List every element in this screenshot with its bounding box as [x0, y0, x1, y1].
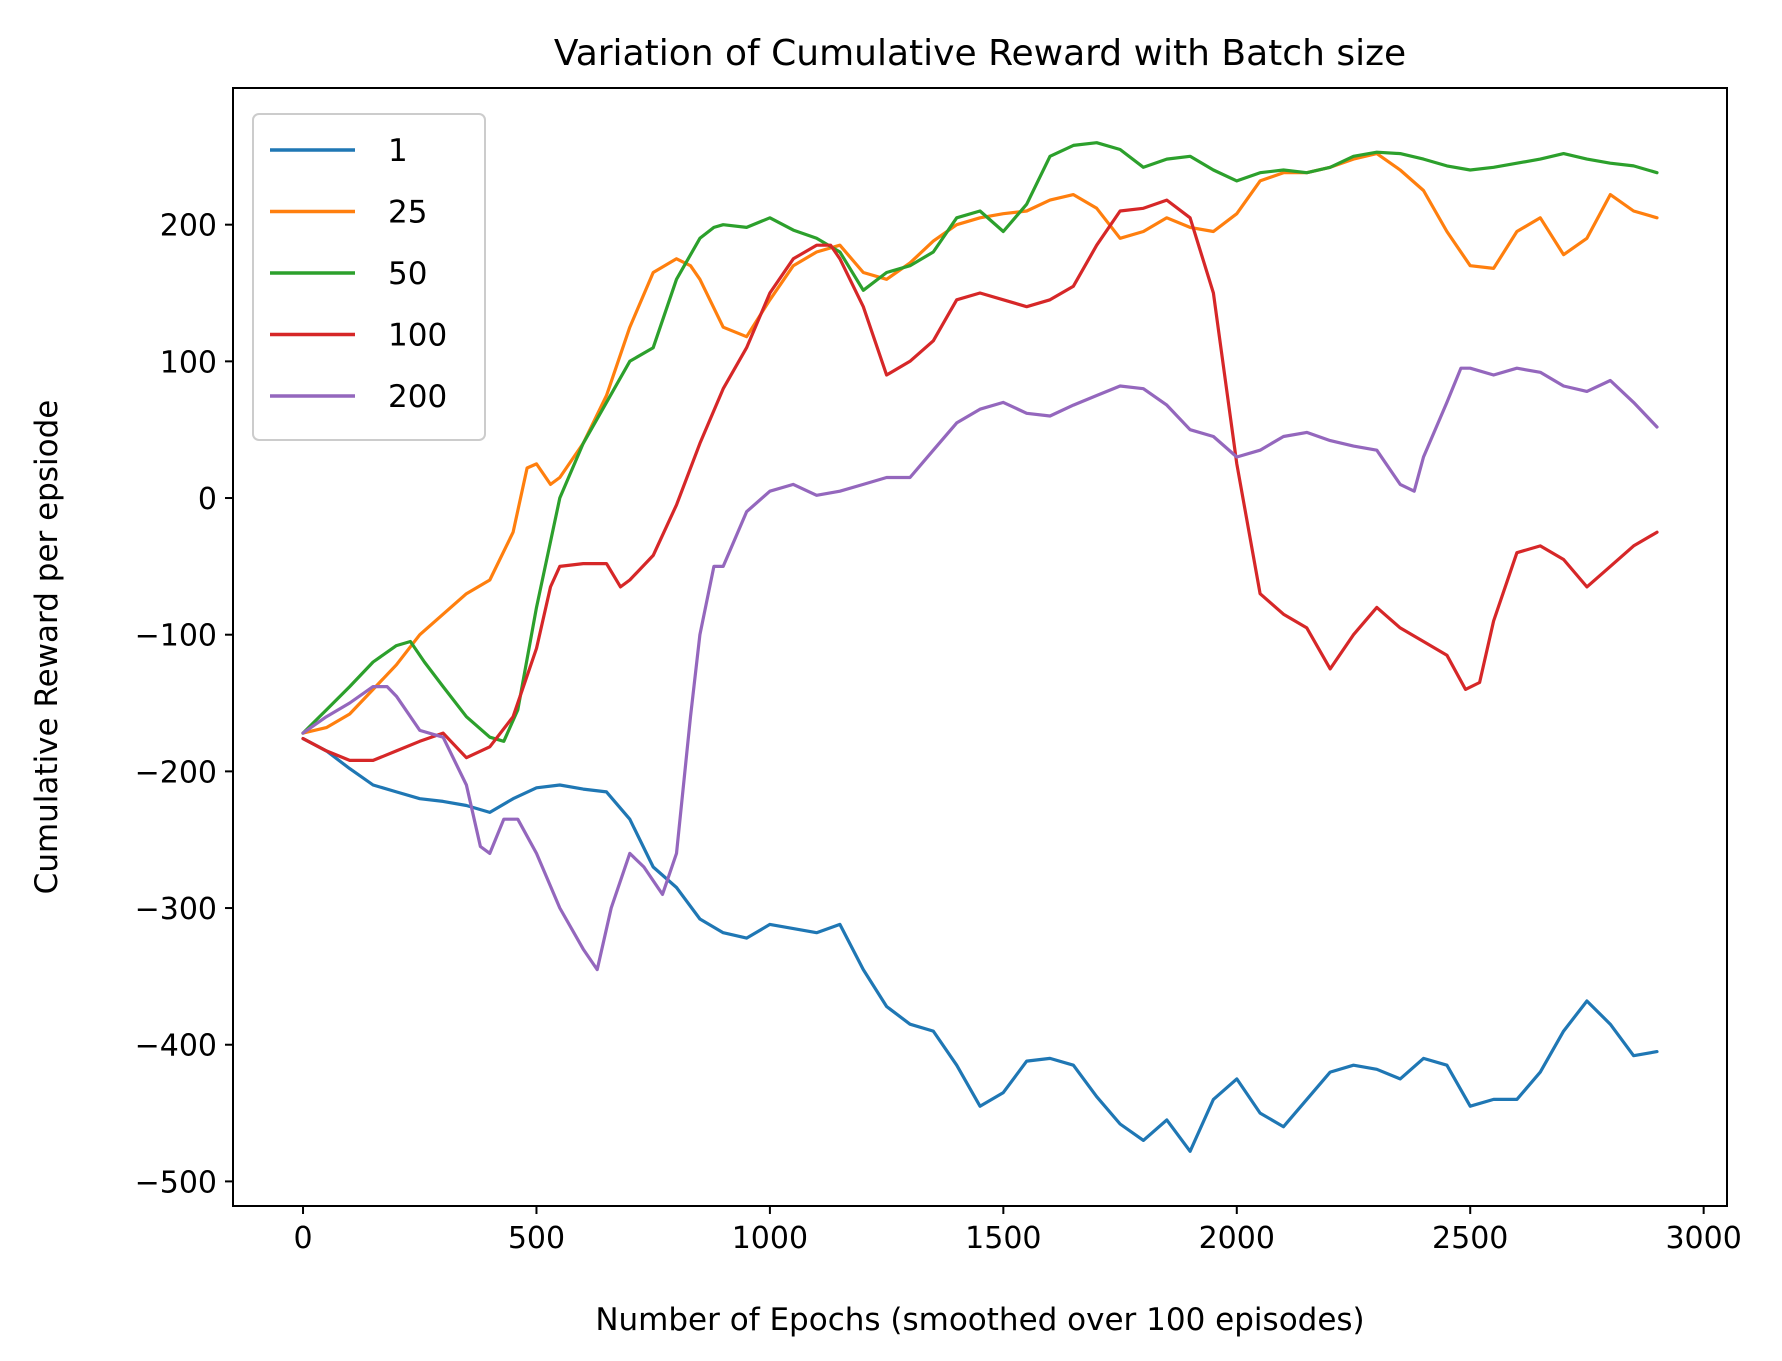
- y-tick-label: −400: [135, 1029, 217, 1064]
- legend-box: [252, 113, 486, 441]
- x-tick-label: 3000: [1665, 1221, 1741, 1256]
- x-tick-label: 500: [508, 1221, 565, 1256]
- legend-label-50: 50: [388, 256, 427, 292]
- x-tick-label: 2500: [1432, 1221, 1508, 1256]
- legend-label-1: 1: [388, 133, 408, 169]
- x-axis-ticks: 0 500 1000 1500 2000 2500 3000: [293, 1206, 1742, 1256]
- chart-title: Variation of Cumulative Reward with Batc…: [554, 33, 1406, 74]
- y-axis-label: Cumulative Reward per epsiode: [29, 400, 65, 895]
- x-tick-label: 2000: [1199, 1221, 1275, 1256]
- x-tick-label: 1000: [732, 1221, 808, 1256]
- y-tick-label: −300: [135, 892, 217, 927]
- x-axis-label: Number of Epochs (smoothed over 100 epis…: [595, 1302, 1364, 1338]
- series-line-100: [301, 198, 1659, 763]
- axes-frame: [232, 87, 1728, 1207]
- x-tick-label: 1500: [965, 1221, 1041, 1256]
- legend-label-200: 200: [388, 379, 447, 415]
- legend: 1 25 50 100 200: [252, 113, 486, 441]
- series-line-1: [301, 736, 1659, 1153]
- x-tick-label: 0: [293, 1221, 312, 1256]
- series-line-200: [301, 366, 1659, 972]
- plot-area: [301, 141, 1659, 1153]
- y-tick-label: −200: [135, 755, 217, 790]
- y-axis-ticks: −500 −400 −300 −200 −100 0 100 200: [135, 209, 233, 1200]
- y-tick-label: 200: [160, 209, 217, 244]
- y-tick-label: −500: [135, 1165, 217, 1200]
- y-tick-label: 100: [160, 345, 217, 380]
- y-tick-label: −100: [135, 619, 217, 654]
- legend-label-25: 25: [388, 195, 427, 231]
- y-tick-label: 0: [198, 482, 217, 517]
- series-line-50: [301, 141, 1659, 743]
- legend-label-100: 100: [388, 318, 447, 354]
